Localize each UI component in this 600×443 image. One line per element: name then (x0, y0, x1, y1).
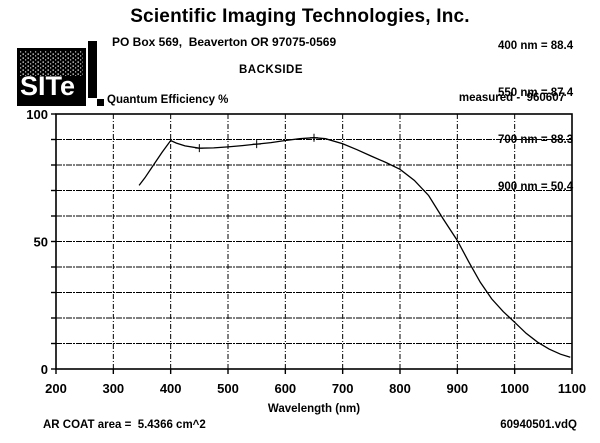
y-tick-label: 50 (34, 235, 48, 250)
logo-accent-bar (88, 41, 97, 98)
x-tick-label: 800 (389, 381, 411, 396)
qe-reading-550nm: 550 nm = 87.4 (498, 86, 574, 99)
x-tick-label: 500 (217, 381, 239, 396)
x-tick-label: 1100 (558, 381, 586, 396)
x-tick-label: 200 (45, 381, 67, 396)
qe-reading-400nm: 400 nm = 88.4 (498, 40, 574, 53)
x-tick-label: 900 (446, 381, 468, 396)
company-address: PO Box 569, Beaverton OR 97075-0569 (112, 35, 337, 49)
data-file-name: 60940501.vdQ (500, 419, 577, 431)
y-tick-label: 0 (41, 362, 48, 377)
data-point-marker (252, 140, 261, 149)
y-axis-title: Quantum Efficiency % (107, 94, 229, 106)
qe-reading-900nm: 900 nm = 50.4 (498, 180, 574, 193)
legend-square-marker (97, 99, 104, 106)
ar-coat-area-label: AR COAT area = 5.4366 cm^2 (43, 419, 206, 431)
x-tick-label: 300 (102, 381, 124, 396)
x-tick-label: 700 (332, 381, 354, 396)
x-axis-title: Wavelength (nm) (267, 403, 361, 415)
data-point-marker (195, 144, 204, 153)
x-tick-label: 600 (274, 381, 296, 396)
data-point-marker (310, 133, 318, 142)
site-logo: SITe (17, 41, 97, 106)
x-tick-label: 400 (160, 381, 182, 396)
device-type-label: BACKSIDE (238, 64, 304, 76)
logo-text: SITe (20, 71, 75, 101)
company-title: Scientific Imaging Technologies, Inc. (130, 6, 470, 27)
qe-curve (138, 137, 571, 358)
qe-reading-700nm: 700 nm = 88.3 (498, 133, 574, 146)
measured-date-label: measured - 960607 (458, 92, 565, 104)
qe-readings-block: 400 nm = 88.4 550 nm = 87.4 700 nm = 88.… (498, 8, 573, 211)
y-tick-label: 100 (26, 107, 48, 122)
x-tick-label: 1000 (500, 381, 529, 396)
logo-dither-texture (20, 51, 83, 76)
